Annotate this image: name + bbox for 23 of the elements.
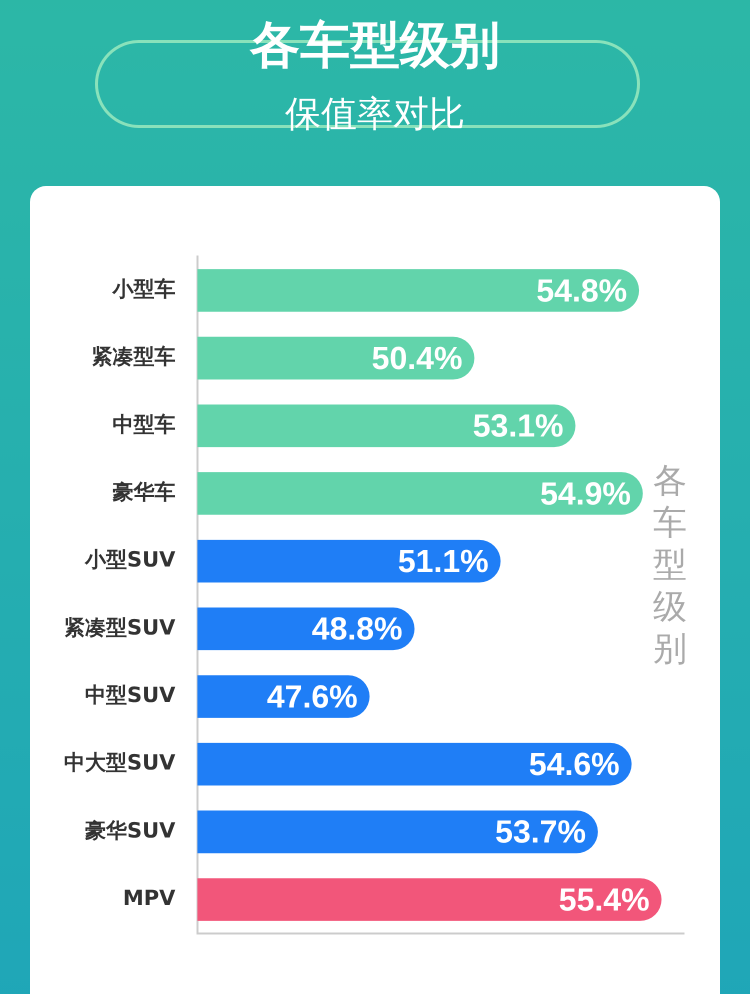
- data-label: 50.4%: [372, 340, 462, 376]
- chart-subtitle: 保值率对比: [284, 93, 466, 137]
- data-label: 51.1%: [398, 542, 489, 579]
- annotation: 各车型级别: [652, 460, 688, 670]
- y-tick-label: 小型车: [111, 276, 176, 301]
- y-tick-label: 豪华车: [111, 480, 176, 504]
- y-tick-label: MPV: [122, 886, 176, 910]
- y-tick-label: 紧凑型车: [91, 344, 176, 369]
- y-tick-label: 豪华SUV: [84, 818, 176, 842]
- data-label: 54.6%: [528, 746, 620, 782]
- data-label: 47.6%: [266, 678, 358, 714]
- y-tick-label: 小型SUV: [84, 548, 176, 572]
- y-tick-label: 中型SUV: [84, 682, 176, 707]
- data-label: 53.1%: [472, 408, 564, 444]
- y-tick-label: 中型车: [112, 412, 176, 436]
- y-tick-label: 紧凑型SUV: [64, 615, 176, 640]
- data-label: 53.7%: [495, 814, 586, 850]
- data-label: 48.8%: [312, 610, 403, 647]
- data-label: 54.9%: [540, 475, 631, 512]
- data-label: 54.8%: [536, 272, 628, 308]
- chart-title: 各车型级别: [248, 15, 501, 76]
- data-label: 55.4%: [558, 881, 650, 918]
- y-tick-label: 中大型SUV: [64, 750, 176, 775]
